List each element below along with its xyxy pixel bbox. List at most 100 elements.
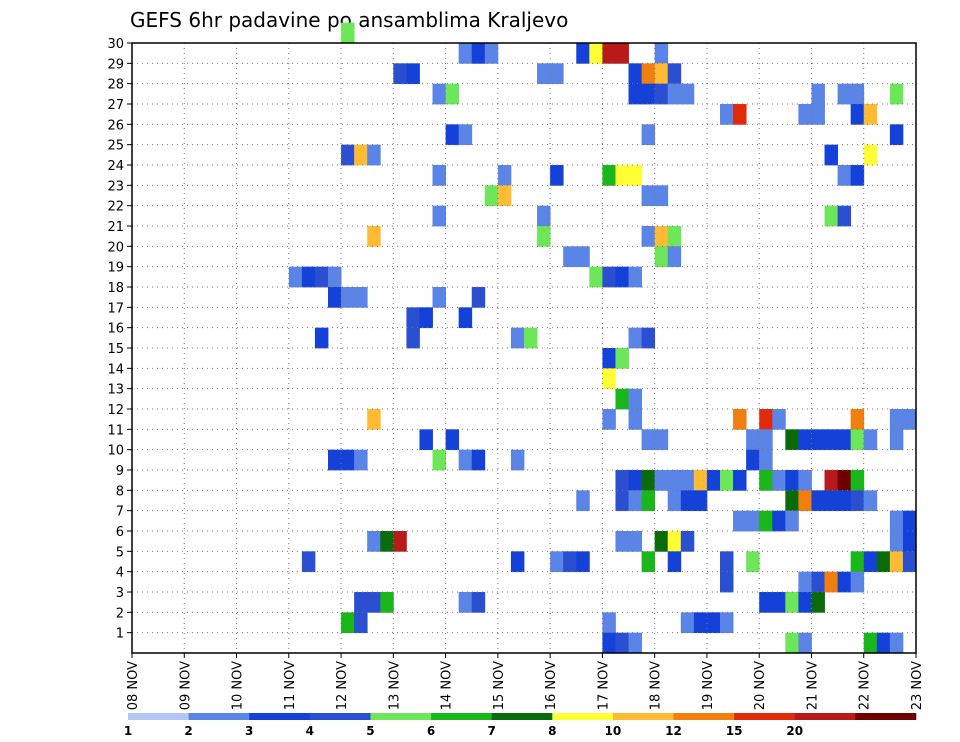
heatmap-cell [589, 266, 603, 288]
heatmap-cell [354, 592, 368, 613]
colorbar-swatch [855, 713, 917, 720]
heatmap-cell [746, 429, 760, 451]
x-tick-label: 22 NOV [858, 661, 873, 710]
x-tick-label: 18 NOV [649, 661, 664, 710]
heatmap-cell [772, 510, 786, 532]
colorbar-tick-label: 15 [726, 724, 743, 738]
heatmap-cell [824, 429, 838, 451]
heatmap-cell [367, 409, 381, 430]
y-tick-label: 22 [107, 200, 124, 215]
heatmap-cell [876, 632, 891, 654]
colorbar-tick-label: 6 [427, 724, 435, 738]
heatmap-cell [667, 63, 682, 85]
heatmap-cell [393, 531, 407, 552]
colorbar-swatch [128, 713, 189, 720]
heatmap-cell [654, 531, 669, 552]
heatmap-cell [889, 409, 904, 430]
heatmap-cell [785, 592, 799, 613]
heatmap-cell [367, 531, 381, 552]
heatmap-cell [328, 287, 342, 308]
heatmap-cell [628, 388, 642, 410]
heatmap-cell [497, 165, 512, 186]
heatmap-cell [537, 205, 551, 227]
heatmap-cell [615, 266, 629, 288]
heatmap-cells [288, 22, 917, 654]
heatmap-cell [641, 327, 656, 349]
heatmap-cell [471, 287, 486, 308]
heatmap-cell [641, 124, 656, 146]
x-tick-label: 15 NOV [492, 661, 507, 710]
heatmap-cell [680, 490, 695, 512]
heatmap-cell [615, 470, 629, 491]
heatmap-cell [458, 124, 473, 146]
heatmap-cell [537, 63, 551, 85]
heatmap-cell [902, 531, 917, 552]
heatmap-cell [615, 165, 629, 186]
heatmap-cell [576, 490, 590, 512]
heatmap-cell [432, 449, 446, 471]
heatmap-cell [510, 551, 525, 573]
colorbar-swatch [249, 713, 311, 720]
heatmap-cell [850, 470, 865, 491]
heatmap-cell [576, 551, 590, 573]
x-axis: 08 NOV 09 NOV 10 NOV 11 NOV 12 NOV 13 NOV 14 N… [126, 653, 925, 710]
colorbar-swatch [370, 713, 432, 720]
heatmap-cell [902, 409, 917, 430]
heatmap-cell [341, 144, 355, 166]
heatmap-cell [667, 531, 682, 552]
heatmap-cell [367, 144, 381, 166]
colorbar-tick-label: 20 [786, 724, 803, 738]
colorbar-tick-label: 4 [306, 724, 314, 738]
y-tick-label: 10 [107, 444, 124, 459]
heatmap-cell [785, 510, 799, 532]
heatmap-cell [824, 490, 838, 512]
heatmap-cell [667, 246, 682, 268]
y-tick-label: 30 [107, 37, 124, 52]
heatmap-cell [863, 144, 878, 166]
heatmap-cell [759, 429, 773, 451]
heatmap-cell [602, 409, 616, 430]
heatmap-cell [798, 429, 812, 451]
y-tick-label: 7 [116, 505, 124, 520]
heatmap-cell [667, 551, 682, 573]
heatmap-cell [563, 246, 577, 268]
y-tick-label: 21 [107, 220, 124, 235]
heatmap-cell [602, 266, 616, 288]
heatmap-cell [863, 551, 878, 573]
heatmap-cell [837, 83, 852, 105]
heatmap-cell [354, 449, 368, 471]
heatmap-cell [432, 83, 446, 105]
heatmap-cell [720, 551, 734, 573]
y-tick-label: 29 [107, 57, 124, 72]
heatmap-cell [837, 429, 852, 451]
heatmap-cell [641, 551, 656, 573]
heatmap-cell [798, 632, 812, 654]
heatmap-cell [341, 612, 355, 634]
heatmap-cell [654, 43, 669, 64]
heatmap-cell [837, 470, 852, 491]
heatmap-cell [863, 632, 878, 654]
heatmap-cell [641, 63, 656, 85]
colorbar-tick-label: 5 [366, 724, 374, 738]
heatmap-cell [406, 327, 420, 349]
heatmap-cell [850, 83, 865, 105]
heatmap-cell [628, 409, 642, 430]
heatmap-cell [510, 449, 525, 471]
heatmap-cell [354, 144, 368, 166]
heatmap-cell [889, 83, 904, 105]
heatmap-cell [641, 490, 656, 512]
x-tick-label: 23 NOV [910, 661, 925, 710]
heatmap-cell [811, 571, 825, 593]
heatmap-cell [824, 144, 838, 166]
heatmap-cell [720, 612, 734, 634]
heatmap-cell [628, 327, 642, 349]
heatmap-cell [550, 551, 564, 573]
x-tick-label: 10 NOV [231, 661, 246, 710]
y-tick-label: 8 [116, 484, 124, 499]
colorbar-tick-label: 8 [548, 724, 556, 738]
heatmap-cell [484, 185, 499, 207]
heatmap-cell [328, 266, 342, 288]
heatmap-cell [811, 429, 825, 451]
colorbar-swatch [734, 713, 796, 720]
